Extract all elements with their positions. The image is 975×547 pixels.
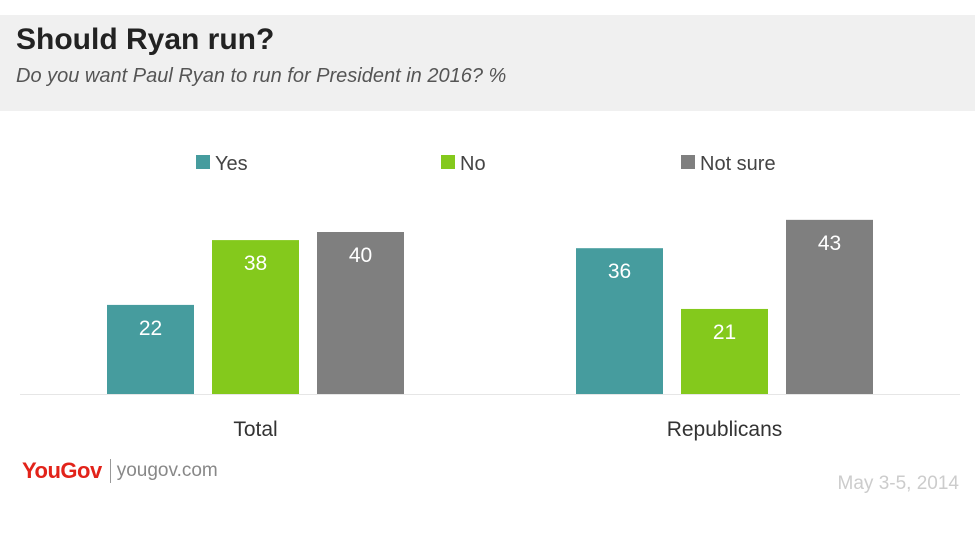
legend-label-no: No (460, 153, 486, 175)
bar-total-not-sure (317, 232, 404, 394)
data-label-republicans-not-sure: 43 (818, 232, 841, 255)
bar-republicans-no (681, 308, 768, 394)
bar-republicans-not-sure (786, 219, 873, 394)
bar-republicans-yes (576, 248, 663, 394)
data-label-total-not-sure: 40 (349, 244, 372, 267)
data-label-republicans-yes: 36 (608, 260, 631, 283)
chart-subtitle: Do you want Paul Ryan to run for Preside… (16, 65, 507, 87)
legend-label-yes: Yes (215, 153, 248, 175)
category-label-republicans: Republicans (667, 418, 783, 441)
legend-swatch-yes (196, 155, 210, 169)
legend-label-not-sure: Not sure (700, 153, 776, 175)
data-label-total-no: 38 (244, 252, 267, 275)
data-label-republicans-no: 21 (713, 321, 736, 344)
brand-footer: YouGov yougov.com (22, 458, 218, 484)
category-label-total: Total (233, 418, 277, 441)
survey-date: May 3-5, 2014 (837, 473, 959, 494)
yougov-logo: YouGov (22, 458, 102, 483)
bar-total-no (212, 240, 299, 394)
legend-swatch-not-sure (681, 155, 695, 169)
bar-total-yes (107, 304, 194, 394)
data-label-total-yes: 22 (139, 317, 162, 340)
chart-header: Should Ryan run? Do you want Paul Ryan t… (0, 15, 975, 111)
legend-swatch-no (441, 155, 455, 169)
logo-divider (109, 459, 111, 483)
chart-title: Should Ryan run? (16, 23, 275, 56)
site-link: yougov.com (116, 460, 218, 481)
